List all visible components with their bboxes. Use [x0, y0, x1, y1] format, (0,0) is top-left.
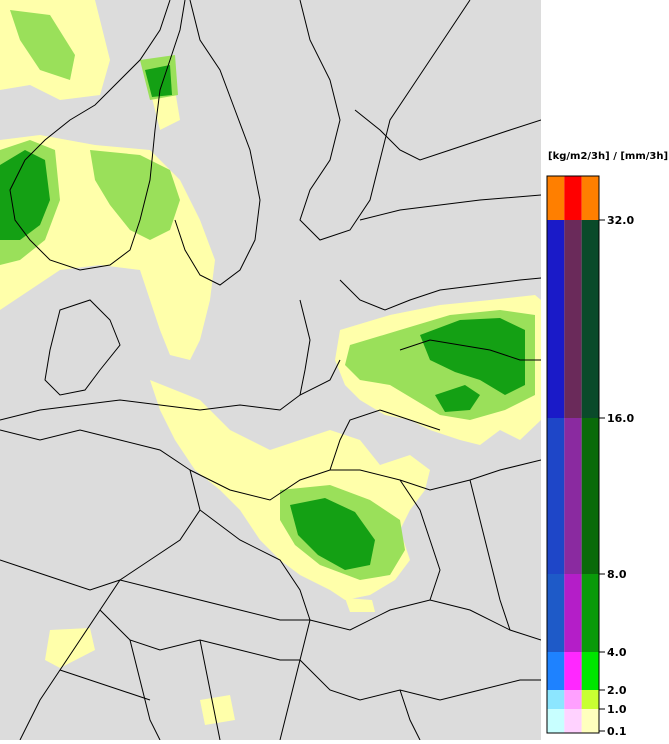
legend-color-scale: 32.0 16.0 8.0 4.0 2.0 1.0 0.1 [546, 175, 634, 738]
legend-bands [547, 176, 599, 733]
legend-tick-label: 0.1 [607, 725, 627, 738]
legend-ticks: 32.0 16.0 8.0 4.0 2.0 1.0 0.1 [599, 214, 634, 738]
legend-band-6-col-1 [564, 709, 582, 733]
legend-band-3-col-2 [581, 574, 599, 652]
legend-band-3-col-1 [564, 574, 582, 652]
legend-tick-label: 4.0 [607, 646, 627, 659]
legend-band-1-col-2 [581, 220, 599, 418]
legend-band-6-col-2 [581, 709, 599, 733]
legend-frame [546, 175, 600, 734]
country-borders [0, 339, 542, 741]
legend-tick-label: 1.0 [607, 703, 627, 716]
legend-band-5-col-2 [581, 690, 599, 709]
map-svg [0, 0, 542, 741]
legend-band-6-col-0 [547, 709, 565, 733]
precipitation-map [0, 0, 542, 741]
legend-tick-label: 16.0 [607, 412, 634, 425]
legend-band-4-col-1 [564, 652, 582, 690]
legend-tick-label: 32.0 [607, 214, 634, 227]
legend-unit-label: [kg/m2/3h] / [mm/3h] [548, 151, 669, 162]
legend-band-0-col-0 [547, 176, 565, 220]
legend-tick-label: 2.0 [607, 684, 627, 697]
legend-band-4-col-0 [547, 652, 565, 690]
legend-band-2-col-1 [564, 418, 582, 574]
legend-band-0-col-1 [564, 176, 582, 220]
coastlines [0, 0, 542, 421]
legend-band-5-col-0 [547, 690, 565, 709]
legend-band-2-col-2 [581, 418, 599, 574]
legend-tick-label: 8.0 [607, 568, 627, 581]
legend-band-0-col-2 [581, 176, 599, 220]
precip-heavy-areas [0, 65, 525, 570]
legend-band-4-col-2 [581, 652, 599, 690]
legend-band-5-col-1 [564, 690, 582, 709]
legend-panel: [kg/m2/3h] / [mm/3h] 32.0 16.0 8.0 4.0 2.0 1.… [541, 0, 669, 740]
legend-band-3-col-0 [547, 574, 565, 652]
legend-band-1-col-0 [547, 220, 565, 418]
legend-band-1-col-1 [564, 220, 582, 418]
legend-band-2-col-0 [547, 418, 565, 574]
